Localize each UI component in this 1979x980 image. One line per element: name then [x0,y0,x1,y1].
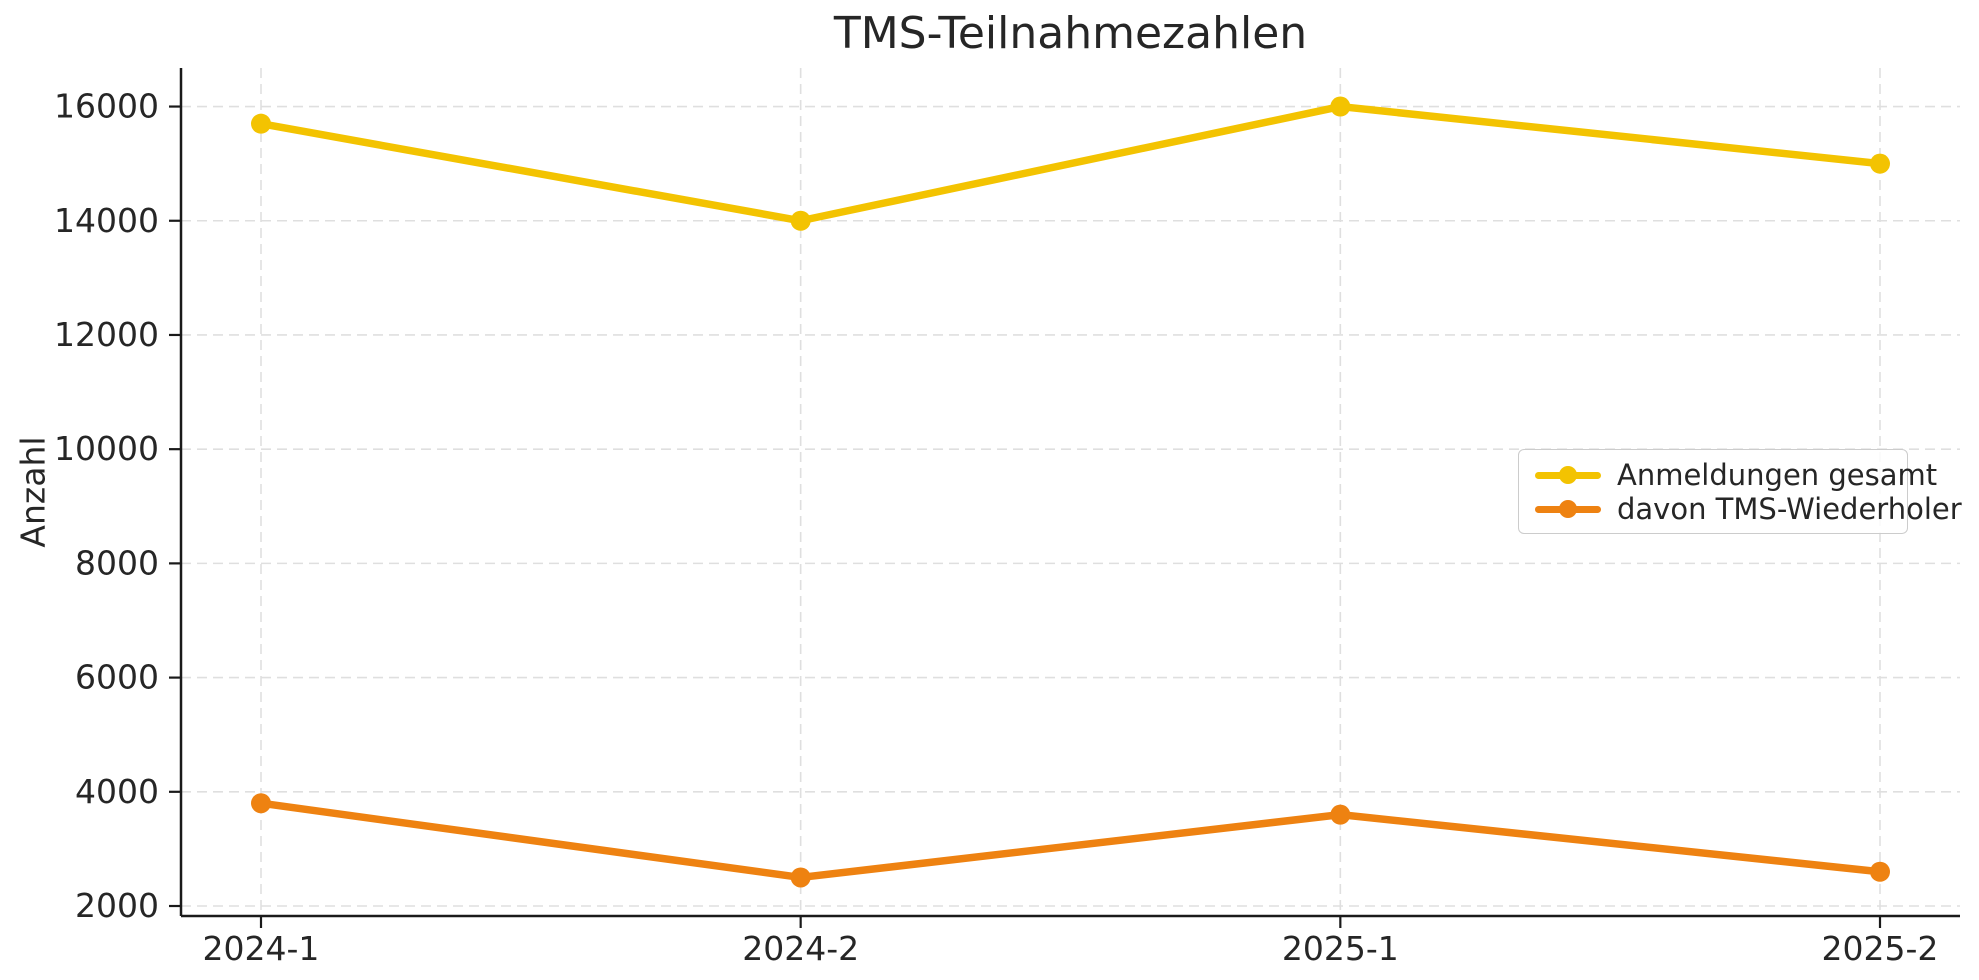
data-point-marker [1330,96,1351,117]
y-tick-label: 2000 [75,886,159,925]
legend-item: davon TMS-Wiederholer [1535,492,1962,526]
legend-line-marker-swatch [1535,465,1601,485]
data-point-marker [1870,153,1890,174]
y-tick-label: 8000 [75,543,159,582]
series-line [257,799,1884,882]
x-tick-label: 2025-1 [1282,929,1399,968]
data-point-marker [251,793,271,814]
x-tick-label: 2024-1 [203,929,320,968]
legend-line-marker-swatch [1535,499,1601,519]
legend: Anmeldungen gesamt davon TMS-Wiederholer [1518,449,1962,534]
y-axis-label: Anzahl [13,436,53,548]
y-tick-label: 6000 [75,658,159,697]
data-point-marker [1870,861,1890,882]
legend-label: davon TMS-Wiederholer [1617,492,1962,526]
data-point-marker [790,210,811,231]
data-point-marker [1330,804,1351,825]
series-line [257,102,1884,225]
legend-label: Anmeldungen gesamt [1617,458,1938,492]
y-tick-label: 10000 [54,429,159,468]
legend-item: Anmeldungen gesamt [1535,458,1937,492]
y-tick-label: 4000 [75,772,159,811]
y-tick-label: 16000 [54,87,159,126]
x-tick-label: 2024-2 [742,929,859,968]
data-point-marker [251,113,271,134]
legend-dot-icon [1559,466,1577,484]
y-tick-label: 14000 [54,201,159,240]
y-tick-label: 12000 [54,315,159,354]
legend-dot-icon [1559,500,1577,518]
x-tick-label: 2025-2 [1822,929,1939,968]
chart-title: TMS-Teilnahmezahlen [833,8,1308,59]
data-point-marker [790,867,811,888]
